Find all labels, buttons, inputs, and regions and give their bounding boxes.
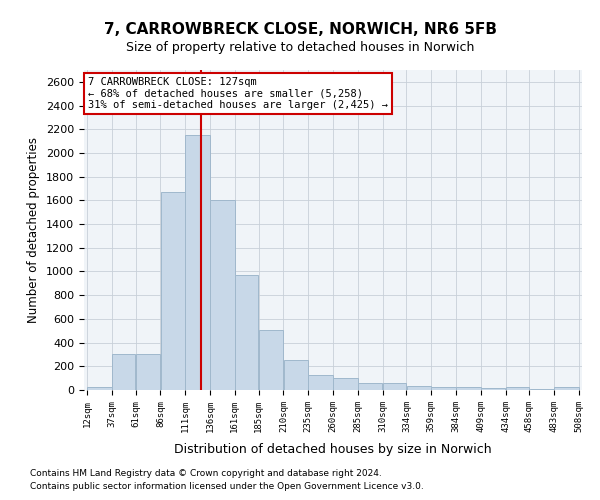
- Bar: [407, 386, 431, 390]
- Bar: [185, 135, 210, 390]
- Bar: [87, 387, 112, 390]
- Bar: [481, 388, 505, 390]
- Text: Contains public sector information licensed under the Open Government Licence v3: Contains public sector information licen…: [30, 482, 424, 491]
- Bar: [530, 389, 554, 390]
- Bar: [506, 387, 529, 390]
- Bar: [284, 360, 308, 390]
- Y-axis label: Number of detached properties: Number of detached properties: [28, 137, 40, 323]
- Bar: [308, 375, 333, 390]
- Text: 7, CARROWBRECK CLOSE, NORWICH, NR6 5FB: 7, CARROWBRECK CLOSE, NORWICH, NR6 5FB: [104, 22, 497, 38]
- Bar: [210, 200, 235, 390]
- X-axis label: Distribution of detached houses by size in Norwich: Distribution of detached houses by size …: [174, 443, 492, 456]
- Bar: [235, 275, 259, 390]
- Bar: [333, 378, 358, 390]
- Text: 7 CARROWBRECK CLOSE: 127sqm
← 68% of detached houses are smaller (5,258)
31% of : 7 CARROWBRECK CLOSE: 127sqm ← 68% of det…: [88, 77, 388, 110]
- Bar: [358, 384, 382, 390]
- Bar: [554, 387, 579, 390]
- Bar: [259, 330, 283, 390]
- Text: Size of property relative to detached houses in Norwich: Size of property relative to detached ho…: [126, 41, 474, 54]
- Bar: [456, 387, 481, 390]
- Bar: [112, 354, 136, 390]
- Bar: [161, 192, 185, 390]
- Bar: [431, 387, 456, 390]
- Bar: [383, 384, 406, 390]
- Text: Contains HM Land Registry data © Crown copyright and database right 2024.: Contains HM Land Registry data © Crown c…: [30, 468, 382, 477]
- Bar: [136, 354, 160, 390]
